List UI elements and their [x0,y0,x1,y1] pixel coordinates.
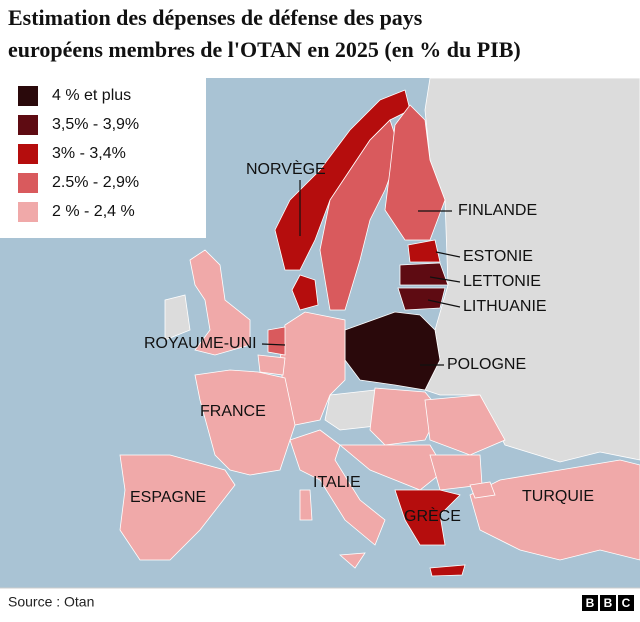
legend-swatch [18,144,38,164]
logo-letter: B [604,596,613,610]
logo-box [582,595,598,611]
country-label: LITHUANIE [463,298,547,315]
title-line: européens membres de l'OTAN en 2025 (en … [8,37,521,62]
source: Source : Otan [8,594,94,610]
leader-line [427,299,461,308]
country-label: TURQUIE [522,488,594,505]
legend-label: 2 % - 2,4 % [52,203,135,220]
logo-box [618,595,634,611]
country-label: POLOGNE [447,356,526,373]
legend-label: 3% - 3,4% [52,145,126,162]
ireland [164,294,191,341]
title-line: Estimation des dépenses de défense des p… [8,5,423,30]
thrace [469,481,496,499]
leader-line [429,276,461,283]
legend-swatch [18,202,38,222]
greece [394,489,461,546]
country-labels: NORVÈGE FINLANDE ESTONIE LETTONIE LITHUANIE R… [130,159,594,525]
land [119,77,640,577]
legend-label: 3,5% - 3,9% [52,116,139,133]
romania [424,394,506,456]
legend-label: 4 % et plus [52,87,131,104]
belgium [257,354,286,376]
legend-swatch [18,173,38,193]
uk [189,249,251,356]
latvia [399,262,449,286]
country-label: FRANCE [200,403,266,420]
legend: 4 % et plus 3,5% - 3,9% 3% - 3,4% 2.5% - 2,… [18,86,139,222]
italy [289,429,386,546]
legend-swatch [18,115,38,135]
logo-letter: C [622,596,631,610]
logo-letter: B [586,596,595,610]
country-label: ESPAGNE [130,489,206,506]
turkey [469,459,640,561]
country-label: ROYAUME-UNI [144,335,257,352]
sardinia [299,489,313,521]
country-label: GRÈCE [404,506,461,525]
balkans [338,444,446,491]
poland [344,311,441,391]
crete [429,564,466,577]
country-label: ESTONIE [463,248,533,265]
legend-label: 2.5% - 2,9% [52,174,139,191]
lithuania [397,287,446,311]
legend-swatch [18,86,38,106]
leader-line [435,251,461,258]
country-label: FINLANDE [458,202,537,219]
hungary-slovakia [369,387,441,446]
estonia [407,239,441,263]
france [194,369,296,476]
title: Estimation des dépenses de défense des p… [8,5,521,62]
finland [384,104,446,241]
netherlands [267,326,286,356]
logo-box [600,595,616,611]
country-label: LETTONIE [463,273,541,290]
country-label: NORVÈGE [246,159,326,178]
country-label: ITALIE [313,474,361,491]
iberia [119,454,236,561]
denmark [291,274,319,311]
sicily [339,552,366,569]
leader-line [261,343,286,346]
